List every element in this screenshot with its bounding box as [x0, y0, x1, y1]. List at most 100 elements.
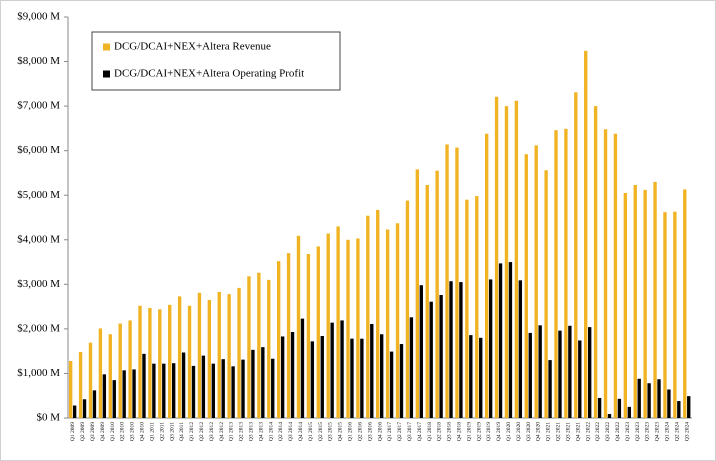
x-tick-label: Q4 2023 [655, 422, 661, 441]
bar [677, 401, 681, 418]
bar [310, 341, 315, 418]
bar [330, 322, 334, 418]
bar [617, 398, 622, 418]
bar [231, 366, 235, 418]
x-tick-label: Q2 2010 [120, 422, 126, 441]
x-tick-label: Q1 2016 [348, 422, 354, 441]
bar [663, 212, 667, 418]
bar [271, 358, 275, 418]
x-tick-label: Q4 2011 [179, 422, 185, 441]
bar [603, 129, 608, 418]
bar [138, 305, 142, 418]
x-tick-label: Q3 2013 [249, 422, 255, 441]
x-tick-label: Q2 2023 [635, 422, 641, 441]
bar [276, 261, 281, 418]
x-tick-label: Q1 2020 [506, 422, 512, 441]
bar [623, 192, 628, 418]
bar [241, 359, 245, 418]
bar [574, 92, 578, 418]
x-tick-label: Q4 2013 [258, 422, 264, 441]
bar [247, 276, 251, 418]
x-tick-label: Q3 2011 [169, 422, 175, 441]
legend-swatch [103, 70, 110, 78]
y-tick-label: $5,000 M [17, 189, 60, 201]
x-tick-label: Q1 2022 [585, 422, 591, 441]
y-tick-label: $9,000 M [17, 11, 60, 23]
bar [399, 344, 404, 418]
x-tick-label: Q3 2021 [565, 422, 571, 441]
x-tick-label: Q3 2017 [407, 422, 413, 441]
bar [257, 272, 261, 418]
bar [177, 296, 182, 418]
bar [221, 359, 225, 418]
x-tick-label: Q2 2015 [318, 422, 324, 441]
x-tick-label: Q4 2019 [496, 422, 502, 441]
bar [132, 369, 136, 418]
bar [637, 378, 641, 418]
y-tick-label: $2,000 M [17, 322, 60, 334]
x-tick-label: Q4 2021 [575, 422, 581, 441]
bar [350, 338, 354, 418]
bar [465, 199, 469, 418]
bar [286, 253, 291, 418]
bar [356, 238, 360, 418]
bar [251, 349, 255, 418]
x-tick-label: Q1 2015 [308, 422, 314, 441]
bar [657, 379, 661, 418]
bar [340, 320, 344, 418]
x-tick-label: Q2 2012 [199, 422, 205, 441]
x-tick-label: Q1 2014 [268, 422, 274, 441]
bar [643, 189, 647, 418]
bar [534, 145, 538, 418]
bar [597, 397, 602, 418]
bar [564, 128, 568, 418]
x-tick-label: Q4 2020 [536, 422, 542, 441]
x-tick-label: Q1 2017 [387, 422, 393, 441]
y-tick-label: $1,000 M [17, 367, 60, 379]
bar [207, 299, 212, 418]
x-tick-label: Q1 2018 [427, 422, 433, 441]
x-tick-label: Q4 2012 [219, 422, 225, 441]
bar [469, 335, 473, 418]
bar [88, 342, 93, 418]
bar [673, 211, 677, 418]
x-tick-label: Q2 2020 [516, 422, 522, 441]
x-tick-label: Q3 2012 [209, 422, 215, 441]
bar [366, 215, 370, 418]
bar [584, 50, 588, 419]
bar [201, 355, 206, 418]
bar [479, 337, 483, 418]
x-tick-label: Q1 2010 [110, 422, 116, 441]
x-tick-label: Q1 2012 [189, 422, 195, 441]
x-tick-label: Q2 2009 [80, 422, 86, 441]
bar [158, 309, 162, 418]
y-tick-label: $8,000 M [17, 55, 60, 67]
bar [504, 106, 509, 418]
bar [455, 147, 459, 418]
legend-label: DCG/DCAI+NEX+Altera Revenue [114, 41, 271, 53]
x-tick-label: Q3 2018 [447, 422, 453, 441]
x-tick-label: Q3 2024 [684, 422, 690, 441]
legend-swatch [103, 43, 110, 51]
bar [72, 405, 77, 418]
x-tick-label: Q4 2009 [100, 422, 106, 441]
bar [168, 304, 172, 418]
x-tick-label: Q2 2022 [595, 422, 601, 441]
bar [607, 413, 612, 418]
bar [613, 133, 618, 419]
x-tick-label: Q2 2018 [437, 422, 443, 441]
x-tick-label: Q4 2014 [298, 422, 304, 441]
x-tick-label: Q3 2023 [645, 422, 651, 441]
bar [548, 360, 552, 418]
x-tick-label: Q2 2021 [556, 422, 562, 441]
x-tick-label: Q4 2022 [615, 422, 621, 441]
bar [68, 360, 73, 418]
bar [667, 389, 671, 418]
bar [191, 365, 196, 418]
x-tick-label: Q3 2020 [526, 422, 532, 441]
x-tick-label: Q2 2024 [674, 422, 680, 441]
x-tick-label: Q1 2019 [466, 422, 472, 441]
bar [370, 323, 374, 418]
bar [544, 170, 548, 418]
bar [316, 246, 320, 418]
